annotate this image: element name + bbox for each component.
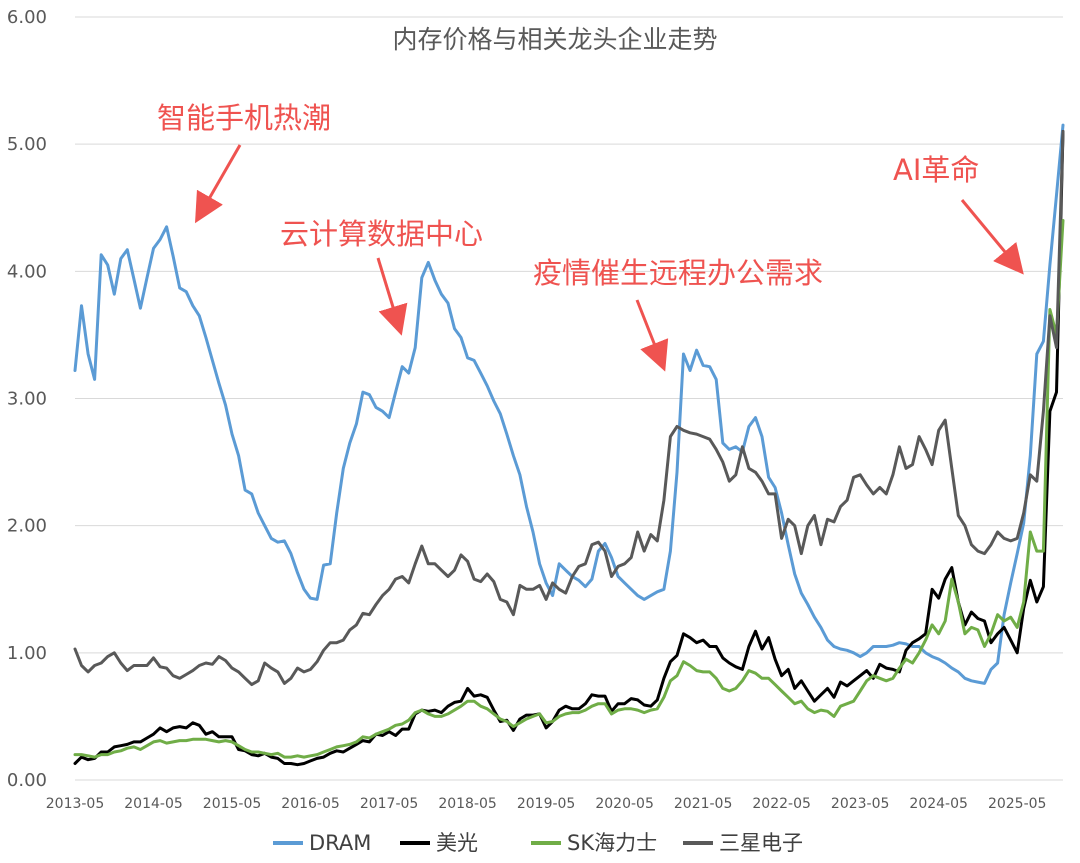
annotation-label: AI革命 <box>893 153 979 187</box>
annotation-label: 智能手机热潮 <box>157 101 331 135</box>
x-tick-label: 2018-05 <box>438 796 497 812</box>
annotation-arrow <box>960 199 1024 275</box>
y-axis-ticks: 0.00 1.00 2.00 3.00 4.00 5.00 6.00 <box>7 7 47 791</box>
legend-label: 美光 <box>436 831 478 855</box>
series-line-1 <box>73 123 1065 685</box>
legend-label: SK海力士 <box>567 831 657 855</box>
y-tick-label: 3.00 <box>7 389 47 410</box>
legend-label: DRAM <box>309 831 371 855</box>
x-tick-label: 2013-05 <box>46 796 105 812</box>
y-tick-label: 4.00 <box>7 261 47 282</box>
x-tick-label: 2025-05 <box>988 796 1047 812</box>
legend-label: 三星电子 <box>719 831 803 855</box>
legend: DRAM 美光 SK海力士 三星电子 <box>273 831 803 855</box>
series-line-3 <box>73 219 1065 759</box>
y-tick-label: 0.00 <box>7 770 47 791</box>
y-tick-label: 5.00 <box>7 134 47 155</box>
x-tick-label: 2016-05 <box>281 796 340 812</box>
x-axis-ticks: 2013-05 2014-05 2015-05 2016-05 2017-05 2018-… <box>46 796 1047 812</box>
y-tick-label: 1.00 <box>7 643 47 664</box>
x-tick-label: 2023-05 <box>831 796 890 812</box>
y-tick-label: 6.00 <box>7 7 47 28</box>
series-line-2 <box>73 130 1065 767</box>
annotation-arrow <box>376 257 408 336</box>
annotation-label: 疫情催生远程办公需求 <box>533 256 823 290</box>
x-tick-label: 2014-05 <box>124 796 183 812</box>
x-tick-label: 2021-05 <box>674 796 733 812</box>
x-tick-label: 2020-05 <box>595 796 654 812</box>
gridlines <box>75 16 1063 781</box>
x-tick-label: 2024-05 <box>909 796 968 812</box>
x-tick-label: 2019-05 <box>517 796 576 812</box>
annotation-arrow <box>195 144 242 224</box>
x-tick-label: 2017-05 <box>360 796 419 812</box>
series-lines <box>73 123 1065 767</box>
x-tick-label: 2022-05 <box>752 796 811 812</box>
series-line-4 <box>73 130 1065 687</box>
chart-title: 内存价格与相关龙头企业走势 <box>392 25 717 54</box>
y-tick-label: 2.00 <box>7 516 47 537</box>
annotation-label: 云计算数据中心 <box>280 217 483 251</box>
x-tick-label: 2015-05 <box>203 796 262 812</box>
annotation-arrow <box>635 299 669 372</box>
